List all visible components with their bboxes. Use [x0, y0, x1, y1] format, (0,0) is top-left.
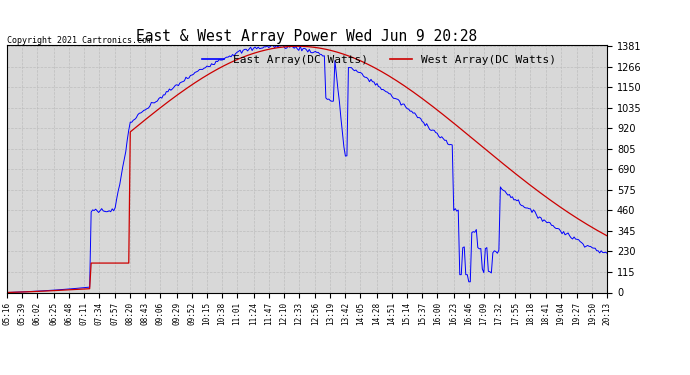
West Array(DC Watts)	[241, 54, 249, 59]
East Array(DC Watts)	[437, 135, 446, 139]
West Array(DC Watts)	[293, 44, 302, 48]
East Array(DC Watts)	[603, 251, 611, 256]
East Array(DC Watts)	[3, 290, 11, 295]
East Array(DC Watts)	[75, 286, 83, 290]
West Array(DC Watts)	[603, 234, 611, 238]
West Array(DC Watts)	[441, 114, 449, 118]
West Array(DC Watts)	[3, 290, 11, 295]
East Array(DC Watts)	[441, 138, 449, 142]
East Array(DC Watts)	[382, 90, 390, 94]
Line: East Array(DC Watts): East Array(DC Watts)	[7, 45, 607, 292]
West Array(DC Watts)	[198, 76, 206, 80]
Legend: East Array(DC Watts), West Array(DC Watts): East Array(DC Watts), West Array(DC Watt…	[197, 51, 561, 69]
West Array(DC Watts)	[382, 72, 390, 76]
Line: West Array(DC Watts): West Array(DC Watts)	[7, 46, 607, 292]
West Array(DC Watts)	[437, 111, 446, 116]
East Array(DC Watts)	[198, 67, 206, 72]
East Array(DC Watts)	[278, 43, 286, 47]
West Array(DC Watts)	[75, 287, 83, 292]
Text: Copyright 2021 Cartronics.com: Copyright 2021 Cartronics.com	[7, 36, 152, 45]
East Array(DC Watts)	[241, 47, 249, 52]
Title: East & West Array Power Wed Jun 9 20:28: East & West Array Power Wed Jun 9 20:28	[137, 29, 477, 44]
